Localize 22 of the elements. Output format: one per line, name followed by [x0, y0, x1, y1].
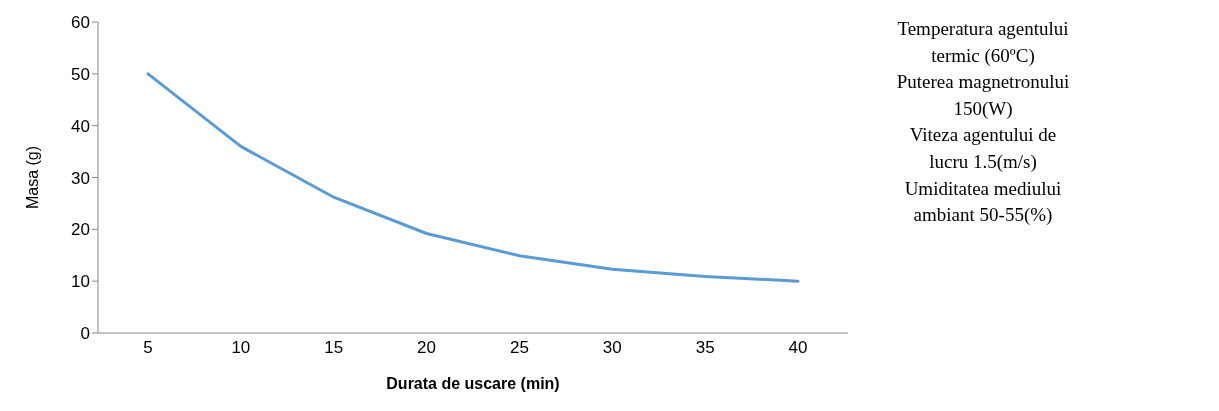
x-tick-label: 25: [509, 338, 529, 358]
x-axis-title: Durata de uscare (min): [386, 375, 560, 392]
y-tick-label: 10: [71, 272, 90, 292]
y-axis-title: Masa (g): [23, 145, 41, 210]
x-tick-label: 15: [324, 338, 344, 358]
x-tick-label: 40: [788, 338, 808, 358]
y-tick-label: 60: [71, 13, 90, 33]
y-tick-label: 50: [71, 64, 90, 84]
text: Temperatura agentului termic (60ºC): [896, 17, 1070, 68]
y-tick-label: 40: [71, 116, 90, 136]
x-tick-label: 30: [602, 338, 622, 358]
line-series: [146, 72, 800, 283]
x-tick-label: 35: [695, 338, 715, 358]
text: Puterea magnetronului 150(W): [895, 70, 1071, 121]
x-tick-label: 5: [143, 338, 153, 358]
text: Viteza agentului de lucru 1.5(m/s): [908, 123, 1058, 174]
x-tick-label: 20: [417, 338, 437, 358]
text: Umiditatea mediului ambiant 50-55(%): [903, 176, 1063, 228]
y-tick-label: 0: [80, 324, 90, 344]
x-tick-label: 10: [231, 338, 251, 358]
y-tick-label: 30: [71, 168, 90, 188]
y-tick-label: 20: [71, 220, 90, 240]
